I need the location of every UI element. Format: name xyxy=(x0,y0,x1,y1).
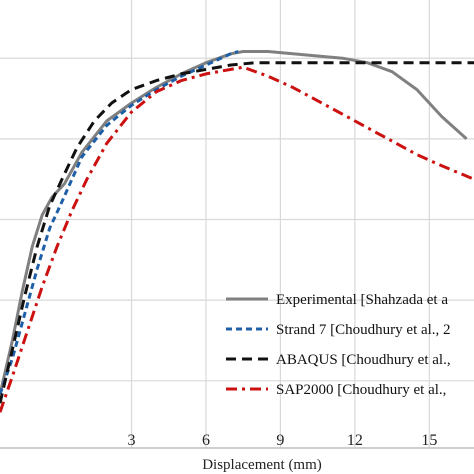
x-axis-title: Displacement (mm) xyxy=(202,457,322,473)
legend-label-2: Strand 7 [Choudhury et al., 2 xyxy=(276,322,451,338)
series-lines xyxy=(0,50,474,413)
legend-label-4: SAP2000 [Choudhury et al., xyxy=(276,382,446,398)
x-tick-label: 3 xyxy=(128,432,136,449)
tick-labels: 3 6 9 12 15 xyxy=(128,432,438,449)
gridlines xyxy=(0,0,474,448)
x-tick-label: 15 xyxy=(421,432,437,449)
x-tick-label: 12 xyxy=(347,432,363,449)
legend-label-3: ABAQUS [Choudhury et al., xyxy=(276,352,451,368)
series-line-1 xyxy=(0,50,468,395)
x-tick-label: 6 xyxy=(202,432,210,449)
x-tick-label: 9 xyxy=(276,432,284,449)
series-line-4 xyxy=(0,65,474,413)
series-line-3 xyxy=(0,61,474,404)
series-line-2 xyxy=(0,50,239,395)
legend: Experimental [Shahzada et a Strand 7 [Cho… xyxy=(226,292,451,398)
legend-label-1: Experimental [Shahzada et a xyxy=(276,292,448,308)
